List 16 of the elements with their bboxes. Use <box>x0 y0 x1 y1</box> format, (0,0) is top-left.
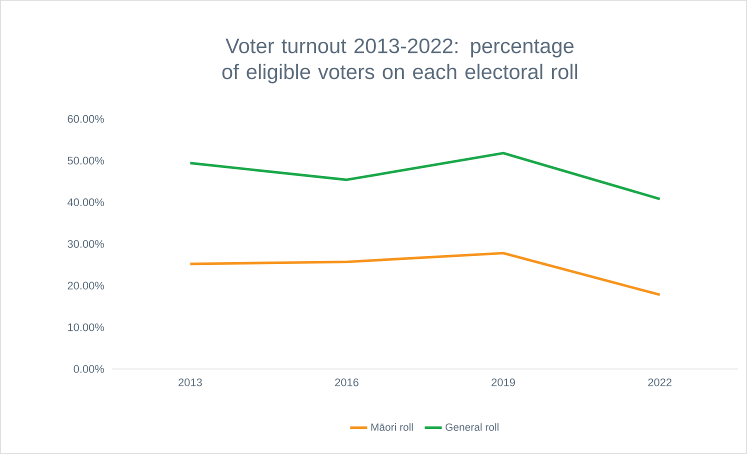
y-tick-label: 10.00% <box>68 323 104 332</box>
x-tick-label: 2016 <box>335 378 358 386</box>
y-tick-label: 20.00% <box>68 282 104 290</box>
y-tick-label: 50.00% <box>68 156 104 165</box>
line-series <box>188 252 662 296</box>
x-tick-label: 2013 <box>178 378 202 386</box>
legend-label: Māori roll <box>371 423 413 431</box>
chart-title: Voter turnout 2013-2022: percentage of eligible voters on each electoral roll <box>222 38 578 84</box>
x-tick-label: 2022 <box>648 378 672 386</box>
legend-label: General roll <box>446 423 498 431</box>
y-tick-label: 40.00% <box>67 198 104 206</box>
y-tick-label: 0.00% <box>74 365 104 373</box>
line-series <box>188 152 662 200</box>
x-tick-label: 2019 <box>492 378 515 386</box>
y-tick-label: 30.00% <box>68 240 104 248</box>
y-tick-label: 60.00% <box>68 115 104 123</box>
